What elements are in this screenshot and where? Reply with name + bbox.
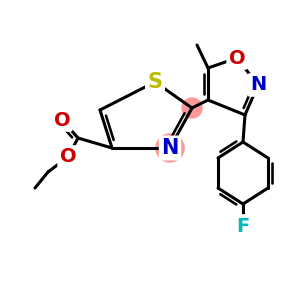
Circle shape — [182, 98, 202, 118]
Text: F: F — [236, 217, 250, 236]
Text: S: S — [148, 72, 163, 92]
Text: O: O — [60, 148, 76, 166]
Circle shape — [156, 134, 184, 162]
Text: N: N — [161, 138, 179, 158]
Text: O: O — [229, 49, 245, 68]
Text: O: O — [54, 110, 70, 130]
Text: N: N — [250, 76, 266, 94]
